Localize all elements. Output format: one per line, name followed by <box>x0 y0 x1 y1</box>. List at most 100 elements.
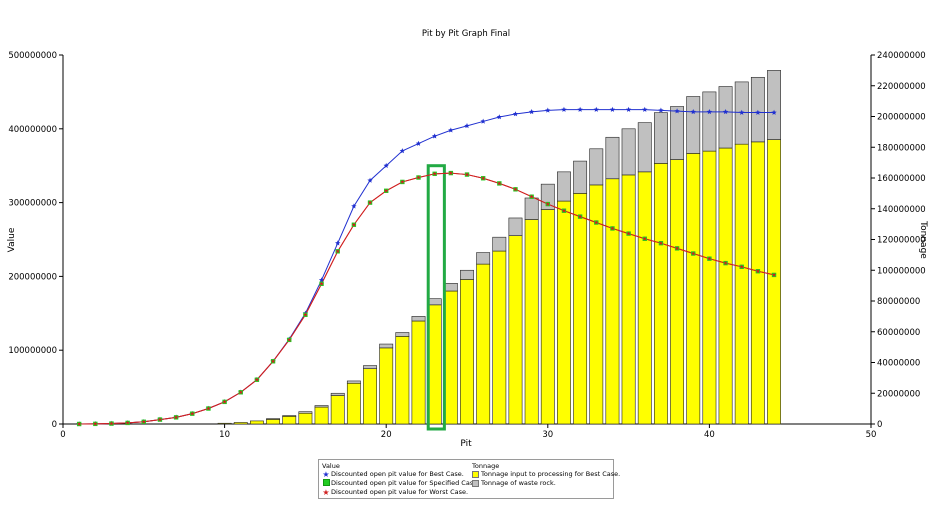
legend-header-tonnage: Tonnage <box>472 462 500 470</box>
y2-tick-label: 120000000 <box>877 236 926 246</box>
ore-tonnage-bar <box>718 147 733 425</box>
y-tick-label: 500000000 <box>8 51 57 61</box>
worst-case-point <box>157 417 163 422</box>
waste-tonnage-bar <box>557 171 571 202</box>
legend-entry-ore-tonnage: Tonnage input to processing for Best Cas… <box>472 470 620 479</box>
x-axis-title: Pit <box>460 439 472 449</box>
worst-case-point <box>141 419 146 424</box>
plot-area: 0 10 20 30 40 5001000000002000000003000000004… <box>8 51 925 440</box>
legend-label: Tonnage input to processing for Best Cas… <box>481 470 621 478</box>
ore-tonnage-bar <box>411 320 426 425</box>
best-case-point <box>658 107 664 113</box>
y2-tick-label: 160000000 <box>877 174 926 184</box>
best-case-point <box>690 109 696 115</box>
y2-tick-label: 60000000 <box>877 328 920 338</box>
legend-label: Discounted open pit value for Best Case. <box>331 470 464 478</box>
best-case-point <box>512 111 519 117</box>
best-case-point <box>448 127 454 133</box>
worst-case-point <box>626 231 631 236</box>
best-case-point <box>399 148 406 154</box>
best-case-point <box>771 109 777 115</box>
best-case-point <box>351 203 357 209</box>
ore-tonnage-bar <box>379 347 394 425</box>
y2-tick-label: 180000000 <box>877 143 926 153</box>
waste-tonnage-bar <box>492 236 507 252</box>
best-case-point <box>561 106 567 112</box>
x-tick-label: 30 <box>542 430 553 440</box>
star-marker-icon: ★ <box>322 469 330 479</box>
best-case-point <box>464 123 470 129</box>
x-tick-label: 10 <box>219 430 230 440</box>
waste-tonnage-bar <box>524 197 539 220</box>
worst-case-point <box>400 179 405 184</box>
worst-case-point <box>529 194 534 199</box>
ore-tonnage-bar <box>427 304 442 425</box>
best-case-point <box>528 109 535 115</box>
ore-tonnage-bar <box>767 139 781 425</box>
ore-tonnage-bar <box>750 141 765 425</box>
y-tick-label: 300000000 <box>8 199 57 209</box>
worst-case-point <box>755 269 760 274</box>
yellow-swatch-icon <box>472 471 479 478</box>
best-case-point <box>722 109 729 115</box>
worst-case-point <box>464 172 470 177</box>
worst-case-point <box>303 312 308 317</box>
x-tick-label: 50 <box>866 430 877 440</box>
ore-tonnage-bar <box>249 420 264 425</box>
legend-entry-specified-case: Discounted open pit value for Specified … <box>322 479 479 488</box>
chart-title: Pit by Pit Graph Final <box>422 29 510 39</box>
waste-tonnage-bar <box>443 283 458 292</box>
ore-tonnage-bar <box>460 279 474 425</box>
waste-tonnage-bar <box>363 365 377 369</box>
value-series-line <box>79 172 775 425</box>
y-tick-label: 0 <box>52 420 57 430</box>
ore-tonnage-bar <box>298 412 313 425</box>
worst-case-point <box>270 359 276 364</box>
waste-tonnage-bar <box>718 86 733 149</box>
waste-tonnage-bar <box>282 415 297 417</box>
waste-tonnage-bar <box>266 418 281 420</box>
ore-tonnage-bar <box>266 419 281 425</box>
ore-tonnage-bar <box>637 171 652 425</box>
y-tick-label: 100000000 <box>8 346 57 356</box>
waste-tonnage-bar <box>379 343 394 349</box>
legend-entry-worst-case: ★ Discounted open pit value for Worst Ca… <box>322 488 479 497</box>
worst-case-point <box>723 260 728 265</box>
highlight-rectangle <box>426 164 446 431</box>
value-series-line <box>79 172 775 425</box>
best-case-point <box>625 106 632 112</box>
ore-tonnage-bar <box>524 219 539 425</box>
legend: Value ★ Discounted open pit value for Be… <box>318 459 620 499</box>
waste-tonnage-bar <box>573 160 588 194</box>
waste-tonnage-bar <box>427 298 442 306</box>
ore-tonnage-bar <box>492 250 507 425</box>
worst-case-point <box>642 236 647 241</box>
ore-tonnage-bar <box>621 174 636 425</box>
ore-tonnage-bar <box>217 422 232 425</box>
ore-tonnage-bar <box>540 209 555 425</box>
legend-label: Tonnage of waste rock. <box>481 479 556 487</box>
waste-tonnage-bar <box>605 136 620 180</box>
ore-tonnage-bar <box>476 263 491 425</box>
worst-case-point <box>190 411 195 416</box>
ore-tonnage-bar <box>670 159 685 425</box>
worst-case-point <box>545 201 550 206</box>
y-tick-label: 200000000 <box>8 272 57 282</box>
worst-case-point <box>481 176 486 181</box>
ore-tonnage-bar <box>314 406 329 425</box>
ore-tonnage-bar <box>557 200 571 425</box>
waste-tonnage-bar <box>637 122 652 173</box>
ore-tonnage-bar <box>702 150 717 425</box>
legend-entry-waste-tonnage: Tonnage of waste rock. <box>472 479 620 488</box>
worst-case-point <box>174 415 179 420</box>
y-axis-title: Value <box>7 227 17 252</box>
waste-tonnage-bar <box>476 252 491 265</box>
legend-label: Discounted open pit value for Specified … <box>331 479 480 487</box>
waste-tonnage-bar <box>298 411 313 414</box>
x-tick-label: 20 <box>381 430 392 440</box>
ore-tonnage-bar <box>282 416 297 425</box>
waste-tonnage-bar <box>750 76 765 143</box>
best-case-point <box>577 106 583 112</box>
best-case-point <box>383 162 389 168</box>
y2-tick-label: 0 <box>877 420 882 430</box>
